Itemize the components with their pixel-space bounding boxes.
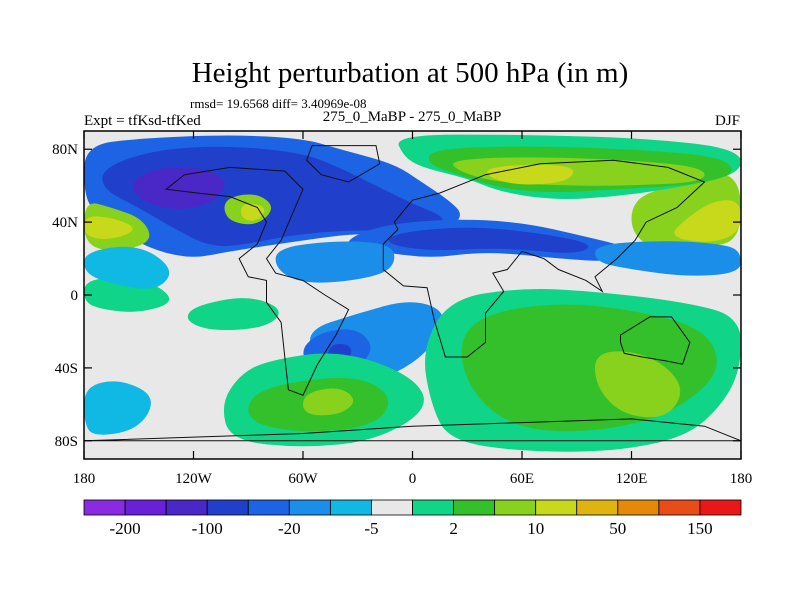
x-tick-label: 180 — [730, 471, 753, 487]
x-tick-label: 120E — [616, 471, 648, 487]
left-label: Expt = tfKsd-tfKed — [84, 113, 201, 129]
contour-region — [133, 167, 225, 209]
colorbar-label: -200 — [110, 519, 141, 538]
continent-outline — [382, 159, 706, 358]
x-tick-label: 120W — [175, 471, 213, 487]
contour-region — [84, 381, 151, 435]
colorbar-box — [124, 499, 167, 516]
colorbar-box — [206, 499, 249, 516]
contour-region — [674, 200, 741, 242]
contour-region — [303, 388, 354, 416]
map-panel — [83, 130, 742, 460]
contour-region — [241, 203, 265, 221]
contour-region — [84, 216, 133, 239]
colorbar-label: 150 — [687, 519, 713, 538]
contour-region — [84, 246, 170, 289]
y-tick-label: 80N — [52, 142, 78, 158]
colorbar-label: 50 — [609, 519, 626, 538]
y-tick-label: 40S — [55, 361, 78, 377]
colorbar-box — [329, 499, 372, 516]
contour-region — [595, 241, 741, 276]
continent-outline — [164, 166, 350, 396]
continent-outline — [84, 418, 741, 442]
colorbar-box — [494, 499, 537, 516]
colorbar-box — [371, 499, 413, 516]
colorbar-box — [658, 499, 701, 516]
x-axis: 180 120W 60W 0 60E 120E 180 — [73, 131, 753, 487]
stats-label: rmsd= 19.6568 diff= 3.40969e-08 — [190, 96, 367, 111]
colorbar-box — [83, 499, 126, 516]
continent-outline — [306, 145, 381, 183]
height-field — [84, 134, 741, 452]
right-label: DJF — [715, 113, 740, 129]
x-tick-label: 0 — [409, 471, 417, 487]
colorbar-box — [453, 499, 496, 516]
chart-title: Height perturbation at 500 hPa (in m) — [192, 57, 629, 89]
colorbar-box — [576, 499, 619, 516]
colorbar-box — [247, 499, 290, 516]
colorbar-box — [699, 499, 742, 516]
colorbar-label: 10 — [527, 519, 544, 538]
y-tick-label: 40N — [52, 215, 78, 231]
x-tick-label: 180 — [73, 471, 96, 487]
colorbar: -200 -100 -20 -5 2 10 50 150 — [83, 499, 742, 538]
contour-region — [595, 351, 681, 418]
y-axis: 80N 40N 0 40S 80S — [52, 142, 741, 450]
colorbar-box — [412, 499, 454, 516]
contour-region — [275, 241, 395, 283]
x-tick-label: 60E — [510, 471, 534, 487]
colorbar-label: -20 — [278, 519, 301, 538]
y-tick-label: 0 — [71, 288, 79, 304]
colorbar-box — [165, 499, 208, 516]
x-tick-label: 60W — [288, 471, 318, 487]
center-label: 275_0_MaBP - 275_0_MaBP — [323, 109, 502, 125]
colorbar-box — [535, 499, 578, 516]
contour-region — [187, 298, 279, 331]
colorbar-label: 2 — [449, 519, 458, 538]
colorbar-box — [288, 499, 331, 516]
continent-outline — [620, 316, 691, 365]
y-tick-label: 80S — [55, 434, 78, 450]
colorbar-box — [617, 499, 660, 516]
colorbar-label: -100 — [192, 519, 223, 538]
colorbar-label: -5 — [364, 519, 378, 538]
contour-region — [388, 227, 589, 253]
coastline — [84, 145, 741, 442]
